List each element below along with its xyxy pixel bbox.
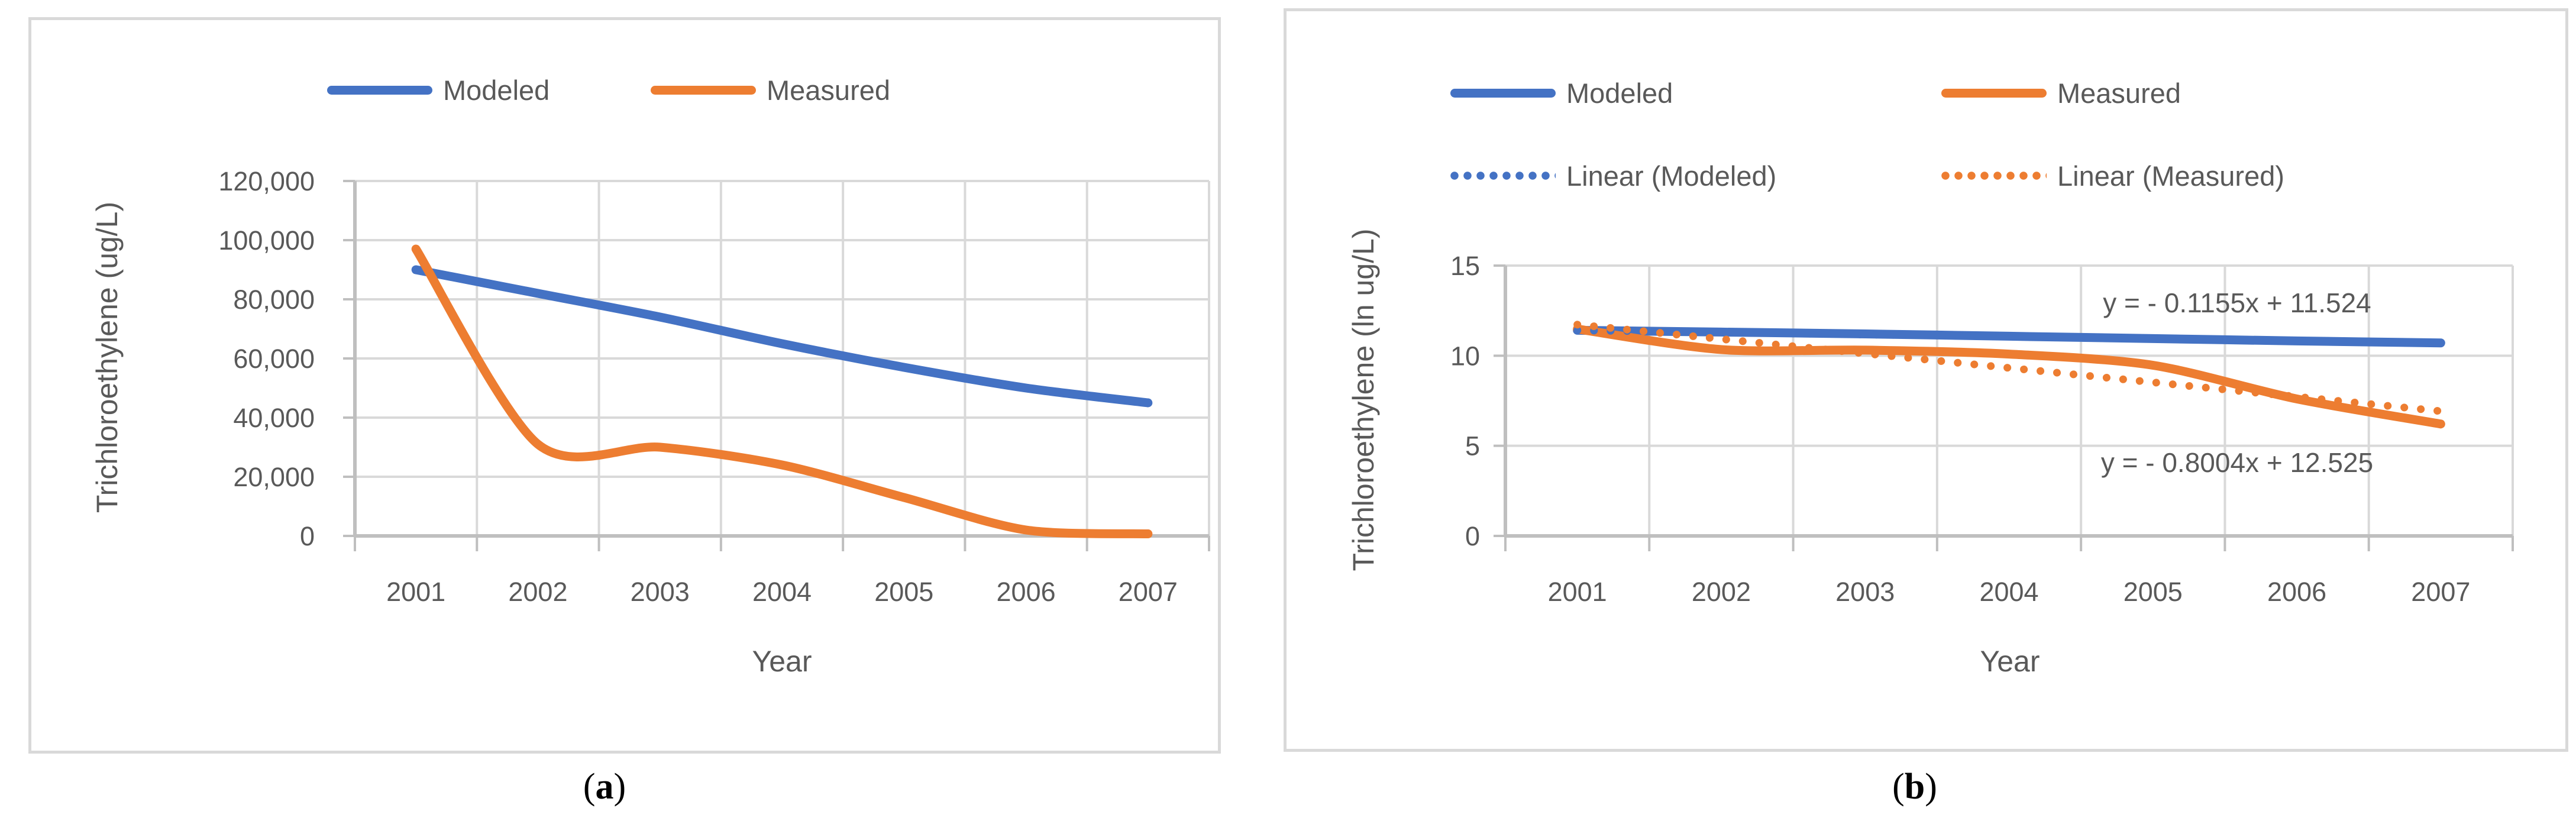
y-tick-label: 0: [1465, 521, 1480, 551]
legend-label: Measured: [767, 74, 890, 106]
y-axis-title: Trichloroethylene (ln ug/L): [1347, 229, 1380, 571]
x-tick-label: 2004: [1979, 577, 2038, 607]
x-tick-label: 2001: [1548, 577, 1607, 607]
x-tick-label: 2001: [386, 577, 445, 607]
legend-label: Modeled: [1566, 77, 1673, 109]
series-line-modeled: [411, 265, 1153, 408]
legend-item-modeled-b: Modeled: [1450, 75, 1673, 111]
legend-label: Measured: [2057, 77, 2181, 109]
y-tick-label: 40,000: [233, 403, 315, 433]
caption-letter: b: [1904, 767, 1925, 807]
modeled-line-swatch: [327, 85, 432, 95]
x-tick-label: 2006: [997, 577, 1056, 607]
legend-item-linear-measured: Linear (Measured): [1941, 158, 2284, 193]
caption-letter: a: [595, 767, 614, 807]
modeled-line-swatch: [1450, 88, 1556, 98]
x-axis-title: Year: [752, 645, 812, 678]
legend-label: Modeled: [443, 74, 550, 106]
x-tick-label: 2005: [2123, 577, 2183, 607]
y-tick-label: 15: [1450, 251, 1480, 281]
x-tick-label: 2007: [2411, 577, 2470, 607]
y-tick-label: 20,000: [233, 462, 315, 492]
legend-item-measured-b: Measured: [1941, 75, 2181, 111]
x-tick-label: 2002: [508, 577, 567, 607]
x-tick-label: 2002: [1692, 577, 1751, 607]
x-axis-title: Year: [1980, 645, 2040, 678]
y-tick-label: 100,000: [218, 225, 315, 256]
x-tick-label: 2004: [752, 577, 812, 607]
x-tick-label: 2003: [1835, 577, 1895, 607]
trendline-linear-measured-: [1573, 321, 2445, 415]
y-tick-label: 80,000: [233, 285, 315, 315]
x-tick-label: 2007: [1119, 577, 1178, 607]
x-tick-label: 2006: [2267, 577, 2326, 607]
trendline-equation-modeled: y = - 0.1155x + 11.524: [2103, 287, 2371, 318]
chart-panel-b: [1284, 8, 2568, 752]
linear-measured-swatch: [1941, 172, 2047, 180]
legend-item-linear-modeled: Linear (Modeled): [1450, 158, 1776, 193]
linear-modeled-swatch: [1450, 172, 1556, 180]
y-tick-label: 120,000: [218, 166, 315, 196]
y-tick-label: 10: [1450, 341, 1480, 371]
chart-a: 0 20,000 40,000 60,000 80,000 100,000 120,000 2…: [91, 166, 1210, 678]
caption-paren: ): [1925, 767, 1937, 807]
caption-a: (a): [583, 766, 626, 808]
caption-paren: ): [613, 767, 626, 807]
y-tick-label: 5: [1465, 431, 1480, 461]
chart-b: 0 5 10 15 2001 2002 2003 2004 2005 2006 2007 Year Tr…: [1347, 229, 2514, 678]
series-line-measured: [411, 244, 1153, 538]
trendline-linear-modeled-: [1573, 326, 2445, 347]
y-axis-title: Trichloroethylene (ug/L): [91, 202, 124, 513]
legend-label: Linear (Modeled): [1566, 160, 1777, 192]
legend-item-modeled-a: Modeled: [327, 72, 550, 108]
trendline-equation-measured: y = - 0.8004x + 12.525: [2100, 447, 2374, 478]
legend-item-measured-a: Measured: [651, 72, 890, 108]
caption-paren: (: [1892, 767, 1905, 807]
caption-paren: (: [583, 767, 596, 807]
series-line-measured: [1573, 324, 2445, 429]
x-tick-label: 2005: [874, 577, 933, 607]
measured-line-swatch: [651, 85, 756, 95]
legend-label: Linear (Measured): [2057, 160, 2285, 192]
x-tick-label: 2003: [631, 577, 690, 607]
y-tick-label: 0: [300, 521, 315, 551]
caption-b: (b): [1892, 766, 1937, 808]
y-tick-label: 60,000: [233, 344, 315, 374]
measured-line-swatch: [1941, 88, 2047, 98]
